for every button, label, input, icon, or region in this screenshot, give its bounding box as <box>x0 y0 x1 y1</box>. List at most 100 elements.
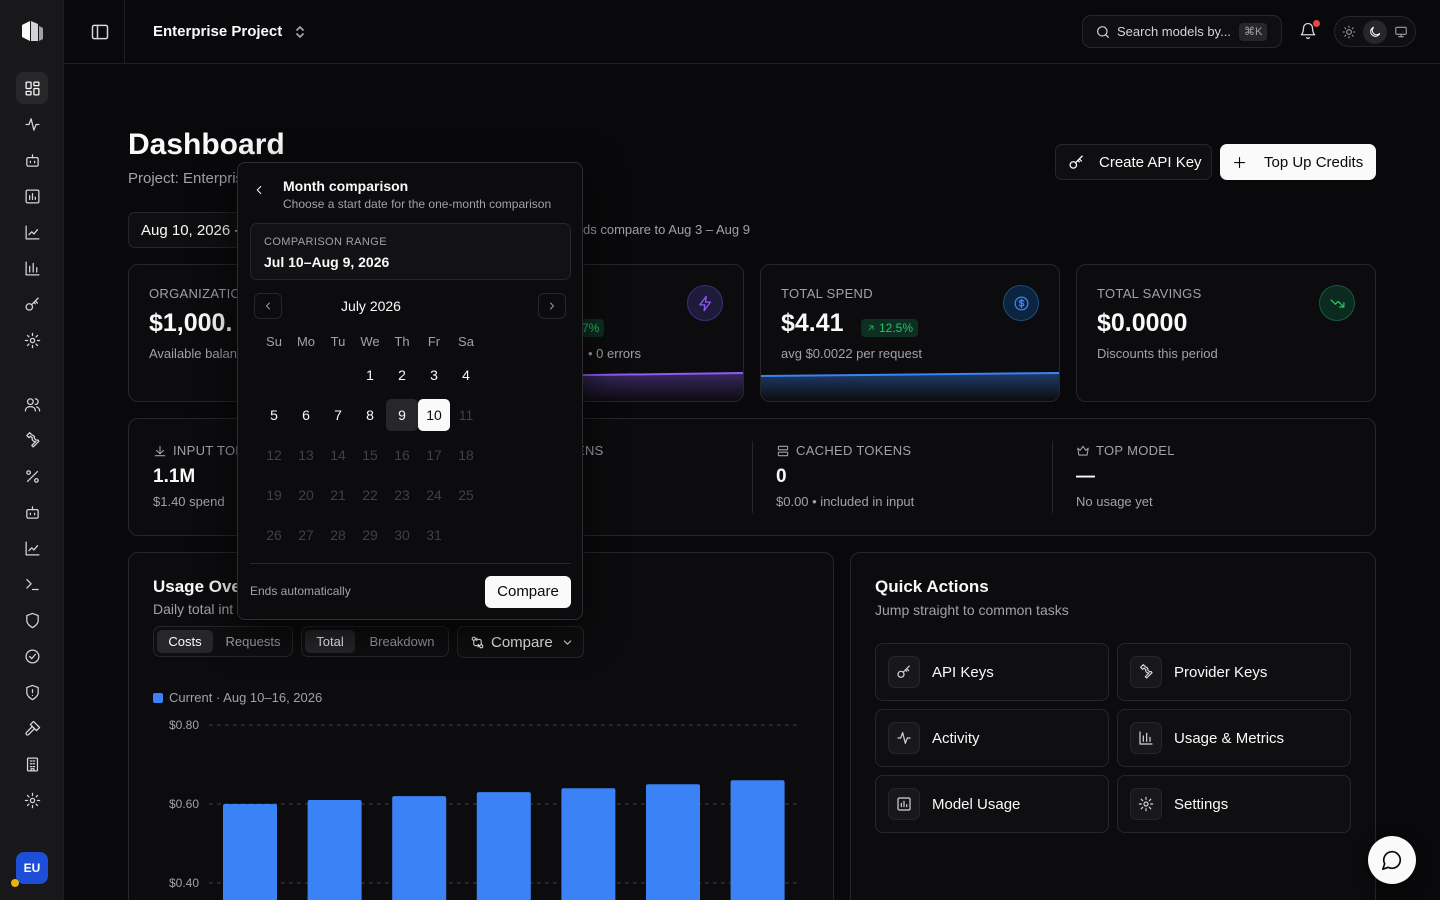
card-subtext: • 0 errors <box>588 346 641 361</box>
calendar-day[interactable]: 8 <box>366 407 374 423</box>
compare-note: ds compare to Aug 3 – Aug 9 <box>583 222 750 237</box>
chat-button[interactable] <box>1368 836 1416 884</box>
brand-logo-icon[interactable] <box>18 17 46 45</box>
card-subtext: Discounts this period <box>1097 346 1218 361</box>
chart-bar[interactable] <box>223 804 277 900</box>
sidebar-item-settings[interactable] <box>16 324 48 356</box>
sidebar-item-discounts[interactable] <box>16 460 48 492</box>
sidebar-item-org-settings[interactable] <box>16 784 48 816</box>
divider <box>250 563 571 564</box>
compare-arrows-icon <box>471 636 484 648</box>
sidebar: EU <box>0 0 64 900</box>
view-toggle: Total Breakdown <box>301 626 449 657</box>
sidebar-item-agents[interactable] <box>16 144 48 176</box>
calendar-day[interactable]: 2 <box>398 367 406 383</box>
quick-actions-panel: Quick Actions Jump straight to common ta… <box>850 552 1376 900</box>
previous-month-button[interactable] <box>254 293 282 319</box>
compare-button[interactable]: Compare <box>485 576 571 608</box>
create-api-key-label: Create API Key <box>1099 153 1202 171</box>
quick-action-api-keys[interactable]: API Keys <box>875 643 1109 701</box>
sidebar-item-analytics[interactable] <box>16 180 48 212</box>
sidebar-toggle-icon[interactable] <box>90 22 110 42</box>
date-range-picker[interactable]: Aug 10, 2026 - <box>128 212 258 248</box>
chart-bar[interactable] <box>646 784 700 900</box>
quick-action-usage-metrics[interactable]: Usage & Metrics <box>1117 709 1351 767</box>
calendar-day[interactable]: 7 <box>334 407 342 423</box>
calendar-day-selected[interactable]: 10 <box>418 399 450 431</box>
sidebar-item-security[interactable] <box>16 604 48 636</box>
chart-bar[interactable] <box>476 792 531 900</box>
page-subtitle: Project: Enterpris <box>128 170 244 187</box>
key-icon <box>1069 154 1083 169</box>
next-month-button[interactable] <box>538 293 566 319</box>
search-icon <box>1095 24 1111 40</box>
database-icon <box>777 445 789 456</box>
calendar-day[interactable]: 5 <box>270 407 278 423</box>
top-up-credits-button[interactable]: Top Up Credits <box>1220 144 1376 180</box>
percent-icon <box>25 469 39 483</box>
tab-costs[interactable]: Costs <box>157 630 213 653</box>
sidebar-item-activity[interactable] <box>16 108 48 140</box>
sidebar-item-dashboard[interactable] <box>16 72 48 104</box>
usage-bar-chart: $0.80 $0.60 $0.40 <box>169 718 799 900</box>
stat-subtext: $1.40 spend <box>153 494 225 509</box>
sidebar-item-console[interactable] <box>16 568 48 600</box>
calendar-day[interactable]: 4 <box>462 367 470 383</box>
avatar[interactable]: EU <box>16 852 48 884</box>
stat-subtext: No usage yet <box>1076 494 1153 509</box>
back-chevron-icon[interactable] <box>252 183 266 197</box>
quick-action-provider-keys[interactable]: Provider Keys <box>1117 643 1351 701</box>
calendar-day[interactable]: 9 <box>386 399 418 431</box>
quick-action-settings[interactable]: Settings <box>1117 775 1351 833</box>
tab-requests[interactable]: Requests <box>225 634 281 649</box>
sidebar-item-tools[interactable] <box>16 712 48 744</box>
bar-chart-icon <box>24 188 40 204</box>
chart-bar[interactable] <box>561 788 616 900</box>
popover-subtitle: Choose a start date for the one-month co… <box>283 197 552 211</box>
chart-bar[interactable] <box>730 780 785 900</box>
popover-title: Month comparison <box>283 178 409 194</box>
dollar-icon <box>1003 285 1039 321</box>
weekday-label: Sa <box>458 334 474 349</box>
badge-value: 7% <box>582 321 600 335</box>
check-circle-icon <box>24 648 40 664</box>
compare-dropdown[interactable]: Compare <box>457 626 584 658</box>
calendar-day[interactable]: 1 <box>366 367 374 383</box>
sidebar-item-reports[interactable] <box>16 532 48 564</box>
project-selector[interactable]: Enterprise Project <box>153 23 283 40</box>
tab-total[interactable]: Total <box>305 630 355 653</box>
tab-breakdown[interactable]: Breakdown <box>369 634 435 649</box>
sidebar-item-metrics[interactable] <box>16 252 48 284</box>
sidebar-item-keys[interactable] <box>16 288 48 320</box>
calendar-day[interactable]: 6 <box>302 407 310 423</box>
theme-system-button[interactable] <box>1389 20 1413 44</box>
sidebar-item-providers[interactable] <box>16 424 48 456</box>
sidebar-item-bots[interactable] <box>16 496 48 528</box>
calendar-day[interactable]: 3 <box>430 367 438 383</box>
chart-bar[interactable] <box>392 796 447 900</box>
sidebar-item-users[interactable] <box>16 388 48 420</box>
search-input[interactable]: Search models by... ⌘K <box>1082 15 1282 48</box>
chevron-up-down-icon[interactable] <box>292 23 308 41</box>
calendar-day: 22 <box>362 487 378 503</box>
sidebar-item-organization[interactable] <box>16 748 48 780</box>
create-api-key-button[interactable]: Create API Key <box>1055 144 1212 180</box>
theme-light-button[interactable] <box>1337 20 1361 44</box>
sidebar-item-trends[interactable] <box>16 216 48 248</box>
quick-action-model-usage[interactable]: Model Usage <box>875 775 1109 833</box>
bell-icon[interactable] <box>1299 22 1317 40</box>
sidebar-item-guardrails[interactable] <box>16 676 48 708</box>
quick-action-activity[interactable]: Activity <box>875 709 1109 767</box>
calendar-day: 23 <box>394 487 410 503</box>
crown-icon <box>1077 445 1089 456</box>
theme-dark-button[interactable] <box>1363 20 1387 44</box>
chart-bar[interactable] <box>307 800 362 900</box>
comparison-range: COMPARISON RANGE Jul 10–Aug 9, 2026 <box>250 223 571 280</box>
badge-value: 12.5% <box>879 321 914 335</box>
chevron-down-icon <box>563 639 571 645</box>
total-savings-card: TOTAL SAVINGS $0.0000 Discounts this per… <box>1076 264 1376 402</box>
search-shortcut: ⌘K <box>1239 23 1268 41</box>
month-comparison-popover: Month comparison Choose a start date for… <box>237 162 583 620</box>
calendar-day: 21 <box>330 487 346 503</box>
sidebar-item-compliance[interactable] <box>16 640 48 672</box>
